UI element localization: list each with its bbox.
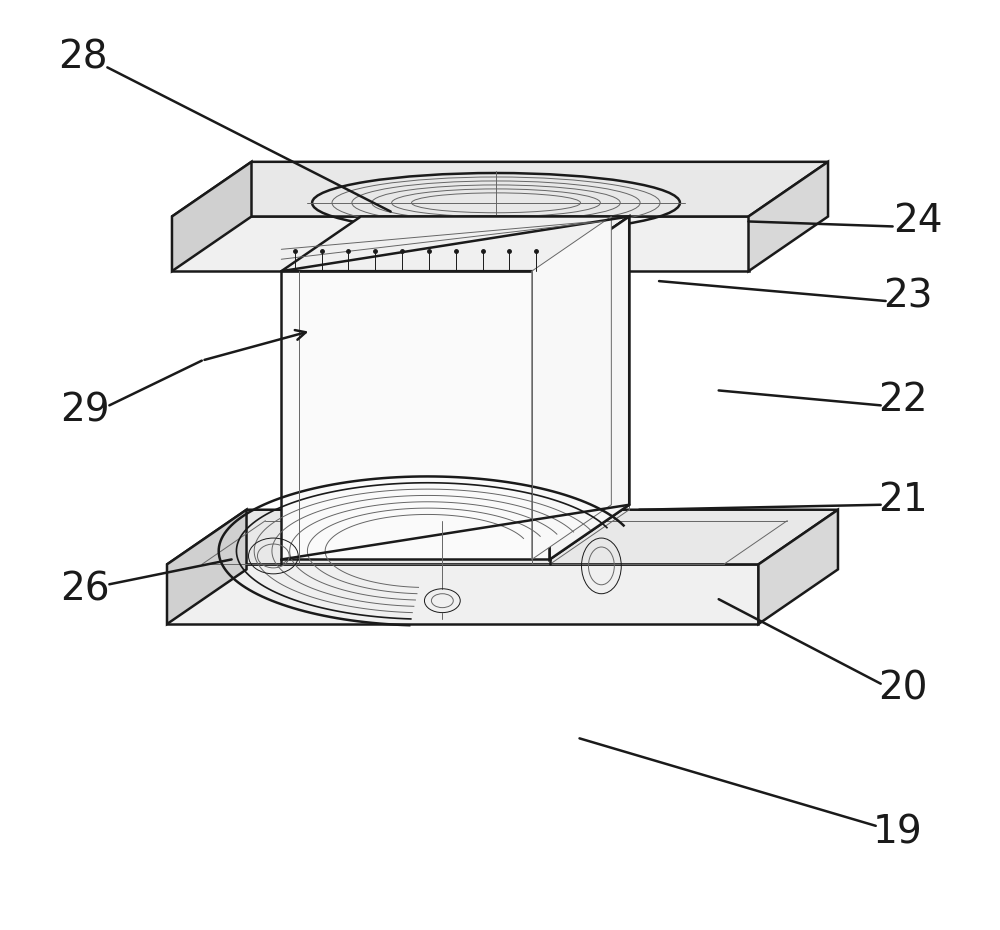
Text: 22: 22 — [878, 381, 927, 419]
Text: 21: 21 — [878, 481, 927, 519]
Polygon shape — [532, 217, 611, 560]
Polygon shape — [758, 510, 838, 624]
Text: 23: 23 — [883, 277, 932, 315]
Polygon shape — [281, 217, 629, 272]
Text: 20: 20 — [878, 670, 927, 708]
Text: 26: 26 — [60, 570, 109, 608]
Polygon shape — [281, 272, 550, 560]
Polygon shape — [172, 217, 749, 272]
Polygon shape — [172, 162, 828, 217]
Polygon shape — [172, 162, 251, 272]
Polygon shape — [550, 217, 629, 560]
Polygon shape — [167, 510, 838, 565]
Polygon shape — [167, 565, 758, 624]
Text: 24: 24 — [893, 203, 942, 241]
Text: 28: 28 — [58, 38, 107, 76]
Text: 29: 29 — [60, 392, 109, 430]
Polygon shape — [749, 162, 828, 272]
Text: 19: 19 — [873, 814, 922, 852]
Polygon shape — [167, 510, 247, 624]
Polygon shape — [550, 217, 629, 560]
